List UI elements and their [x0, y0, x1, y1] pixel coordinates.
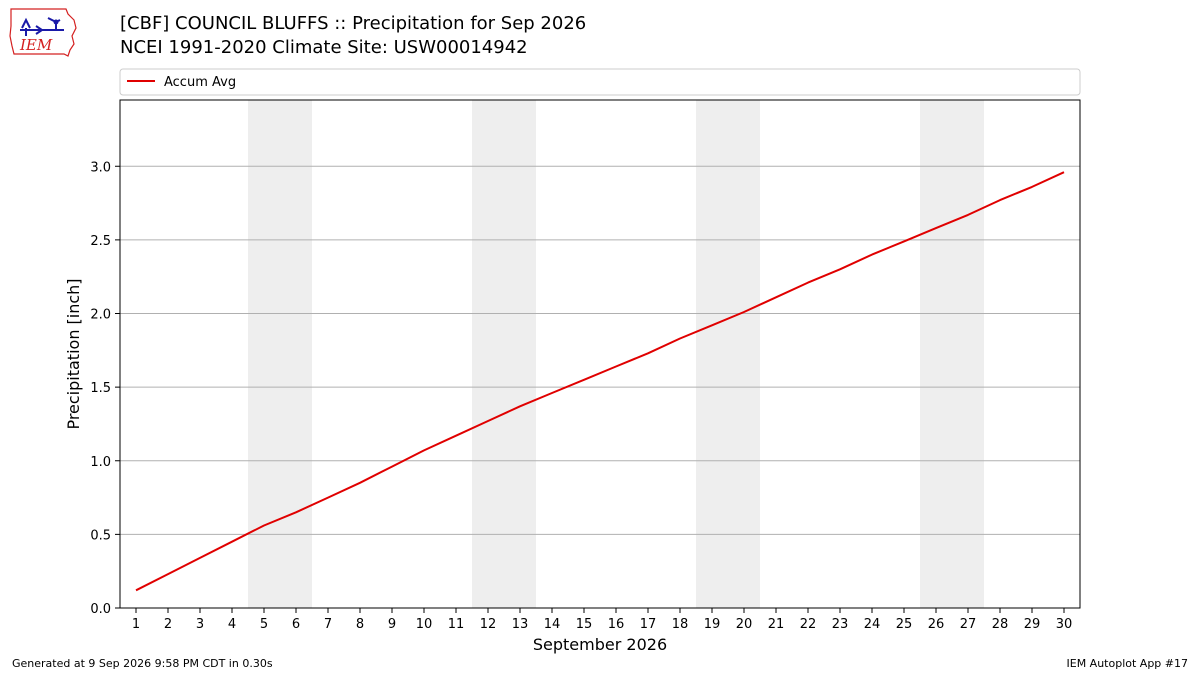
- x-tick-label: 10: [416, 617, 433, 632]
- x-tick-label: 30: [1056, 617, 1073, 632]
- x-tick-label: 27: [960, 617, 977, 632]
- app-credit: IEM Autoplot App #17: [1066, 657, 1189, 670]
- iem-logo: IEM: [9, 8, 77, 57]
- y-axis-label: Precipitation [inch]: [64, 278, 83, 429]
- weekend-bands: [248, 100, 984, 608]
- series-group: [135, 171, 1065, 592]
- y-tick-label: 3.0: [90, 160, 111, 175]
- y-tick-label: 0.5: [90, 528, 111, 543]
- x-tick-label: 25: [896, 617, 913, 632]
- weekend-band: [920, 100, 984, 608]
- y-tick-label: 2.5: [90, 234, 111, 249]
- x-tick-label: 7: [324, 617, 332, 632]
- x-tick-label: 5: [260, 617, 268, 632]
- x-tick-label: 26: [928, 617, 945, 632]
- x-tick-label: 28: [992, 617, 1009, 632]
- weekend-band: [248, 100, 312, 608]
- x-tick-label: 1: [132, 617, 140, 632]
- x-tick-label: 19: [704, 617, 721, 632]
- chart-subtitle: NCEI 1991-2020 Climate Site: USW00014942: [120, 37, 528, 58]
- generated-timestamp: Generated at 9 Sep 2026 9:58 PM CDT in 0…: [12, 657, 273, 670]
- x-tick-label: 12: [480, 617, 497, 632]
- x-tick-label: 16: [608, 617, 625, 632]
- x-tick-label: 29: [1024, 617, 1041, 632]
- station-dot-icon: [53, 19, 59, 25]
- x-tick-label: 3: [196, 617, 204, 632]
- chart-title: [CBF] COUNCIL BLUFFS :: Precipitation fo…: [120, 13, 587, 34]
- x-tick-label: 8: [356, 617, 364, 632]
- x-tick-label: 2: [164, 617, 172, 632]
- x-tick-label: 23: [832, 617, 849, 632]
- y-gridlines: [120, 165, 1080, 609]
- series-line-accum-avg: [135, 171, 1065, 592]
- plot-frame: [119, 99, 1081, 609]
- x-axis-ticks: 1 2 3 4 5 6 7 8 9 10 11 12 13 14 15 16 17 18 19 20 21 22 23 24 2…: [132, 608, 1072, 632]
- legend-label-accum-avg: Accum Avg: [164, 75, 236, 90]
- y-tick-label: 1.5: [90, 381, 111, 396]
- x-axis-label: September 2026: [533, 635, 667, 654]
- weekend-band: [472, 100, 536, 608]
- y-tick-label: 1.0: [90, 455, 111, 470]
- legend: Accum Avg: [119, 68, 1081, 96]
- x-tick-label: 18: [672, 617, 689, 632]
- weekend-band: [696, 100, 760, 608]
- x-tick-label: 14: [544, 617, 561, 632]
- x-tick-label: 20: [736, 617, 753, 632]
- x-tick-label: 21: [768, 617, 785, 632]
- x-tick-label: 4: [228, 617, 236, 632]
- x-tick-label: 22: [800, 617, 817, 632]
- y-axis-ticks: 0.0 0.5 1.0 1.5 2.0 2.5 3.0: [90, 160, 120, 617]
- x-tick-label: 11: [448, 617, 465, 632]
- logo-text: IEM: [19, 36, 53, 54]
- x-tick-label: 15: [576, 617, 593, 632]
- y-tick-label: 0.0: [90, 602, 111, 617]
- legend-box: [119, 68, 1081, 96]
- x-tick-label: 17: [640, 617, 657, 632]
- x-tick-label: 24: [864, 617, 881, 632]
- y-tick-label: 2.0: [90, 308, 111, 323]
- x-tick-label: 13: [512, 617, 529, 632]
- x-tick-label: 9: [388, 617, 396, 632]
- x-tick-label: 6: [292, 617, 300, 632]
